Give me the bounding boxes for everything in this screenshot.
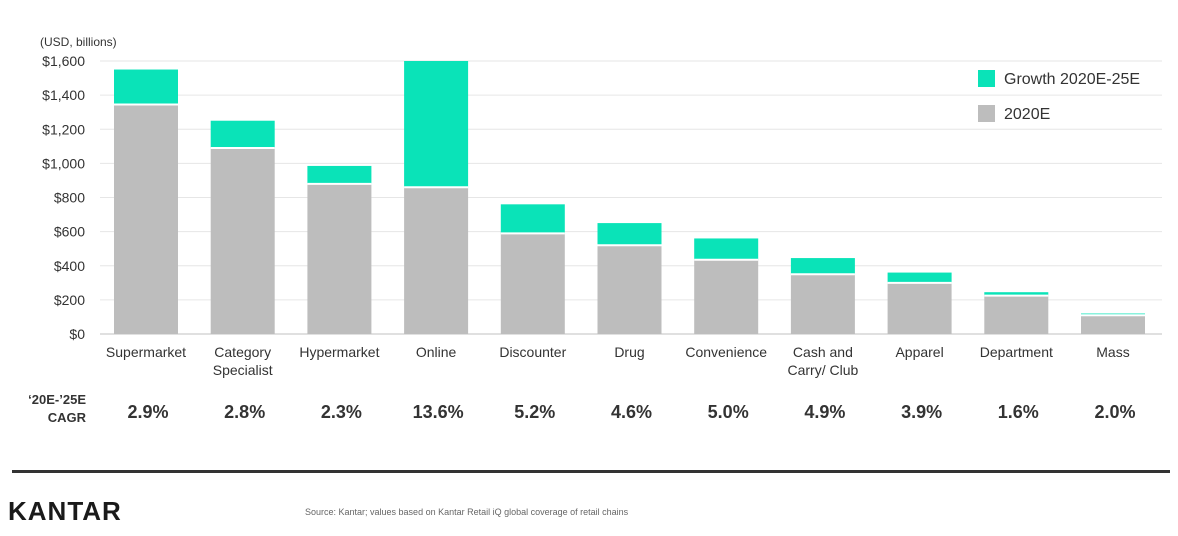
y-tick-label: $800 xyxy=(54,190,85,206)
cagr-value: 1.6% xyxy=(998,402,1039,422)
category-label: Carry/ Club xyxy=(788,362,859,378)
cagr-value: 2.9% xyxy=(127,402,168,422)
y-tick-label: $400 xyxy=(54,258,85,274)
category-label: Cash and xyxy=(793,344,853,360)
cagr-label-line-1: ‘20E-’25E xyxy=(28,392,86,407)
bar-growth xyxy=(210,120,275,149)
category-label: Specialist xyxy=(213,362,273,378)
category-label: Discounter xyxy=(499,344,566,360)
legend-swatch-growth xyxy=(978,70,995,87)
bar-2020e xyxy=(984,295,1049,334)
legend: Growth 2020E-25E 2020E xyxy=(978,70,1140,123)
legend-label-2020e: 2020E xyxy=(1004,106,1050,123)
y-tick-label: $0 xyxy=(69,326,85,342)
stacked-bar-chart: (USD, billions) $0 $200 $400 $600 $800 $1,000… xyxy=(28,35,1162,425)
bars xyxy=(114,61,1145,335)
cagr-value: 4.6% xyxy=(611,402,652,422)
y-tick-label: $200 xyxy=(54,292,85,308)
bar-growth xyxy=(597,223,662,246)
legend-label-growth: Growth 2020E-25E xyxy=(1004,71,1140,88)
category-label: Supermarket xyxy=(106,344,186,360)
brand-logo: KANTAR xyxy=(8,496,122,526)
category-label: Online xyxy=(416,344,457,360)
gridlines xyxy=(100,60,1162,335)
cagr-value: 4.9% xyxy=(804,402,845,422)
bar-2020e xyxy=(694,259,759,334)
category-label: Convenience xyxy=(685,344,767,360)
bar-2020e xyxy=(404,187,469,334)
y-tick-label: $1,400 xyxy=(42,87,85,103)
bar-2020e xyxy=(114,104,178,335)
units-label: (USD, billions) xyxy=(40,35,117,49)
category-label: Drug xyxy=(614,344,644,360)
bar-2020e xyxy=(210,148,275,334)
bar-2020e xyxy=(1081,315,1145,334)
bar-growth xyxy=(307,165,372,184)
bar-growth xyxy=(404,61,469,188)
bar-growth xyxy=(694,238,759,260)
y-tick-label: $1,000 xyxy=(42,155,85,171)
bar-2020e xyxy=(597,245,662,334)
category-label: Mass xyxy=(1096,344,1129,360)
cagr-value: 2.0% xyxy=(1094,402,1135,422)
category-labels: Supermarket Category Specialist Hypermarket… xyxy=(106,344,1130,378)
cagr-row: ‘20E-’25E CAGR 2.9% 2.8% 2.3% 13.6% 5.2% 4.6%… xyxy=(28,392,1135,425)
y-tick-label: $1,200 xyxy=(42,121,85,137)
cagr-value: 3.9% xyxy=(901,402,942,422)
y-tick-label: $1,600 xyxy=(42,53,85,69)
footer-divider xyxy=(12,470,1170,473)
y-axis-ticks: $0 $200 $400 $600 $800 $1,000 $1,200 $1,400 $1,6… xyxy=(42,53,85,342)
cagr-value: 13.6% xyxy=(413,402,464,422)
bar-2020e xyxy=(500,233,565,334)
category-label: Department xyxy=(980,344,1053,360)
category-label: Apparel xyxy=(895,344,943,360)
y-tick-label: $600 xyxy=(54,224,85,240)
source-note: Source: Kantar; values based on Kantar R… xyxy=(305,507,629,517)
category-label: Hypermarket xyxy=(299,344,379,360)
bar-growth xyxy=(500,204,565,234)
cagr-label-line-2: CAGR xyxy=(48,410,87,425)
legend-swatch-2020e xyxy=(978,105,995,122)
bar-growth xyxy=(790,258,855,275)
cagr-value: 2.3% xyxy=(321,402,362,422)
cagr-value: 5.0% xyxy=(708,402,749,422)
bar-growth xyxy=(887,272,952,283)
bar-growth xyxy=(114,69,178,105)
bar-2020e xyxy=(790,274,855,334)
bar-growth xyxy=(984,292,1049,296)
cagr-value: 2.8% xyxy=(224,402,265,422)
bar-2020e xyxy=(887,282,952,334)
cagr-value: 5.2% xyxy=(514,402,555,422)
category-label: Category xyxy=(214,344,271,360)
bar-2020e xyxy=(307,183,372,334)
